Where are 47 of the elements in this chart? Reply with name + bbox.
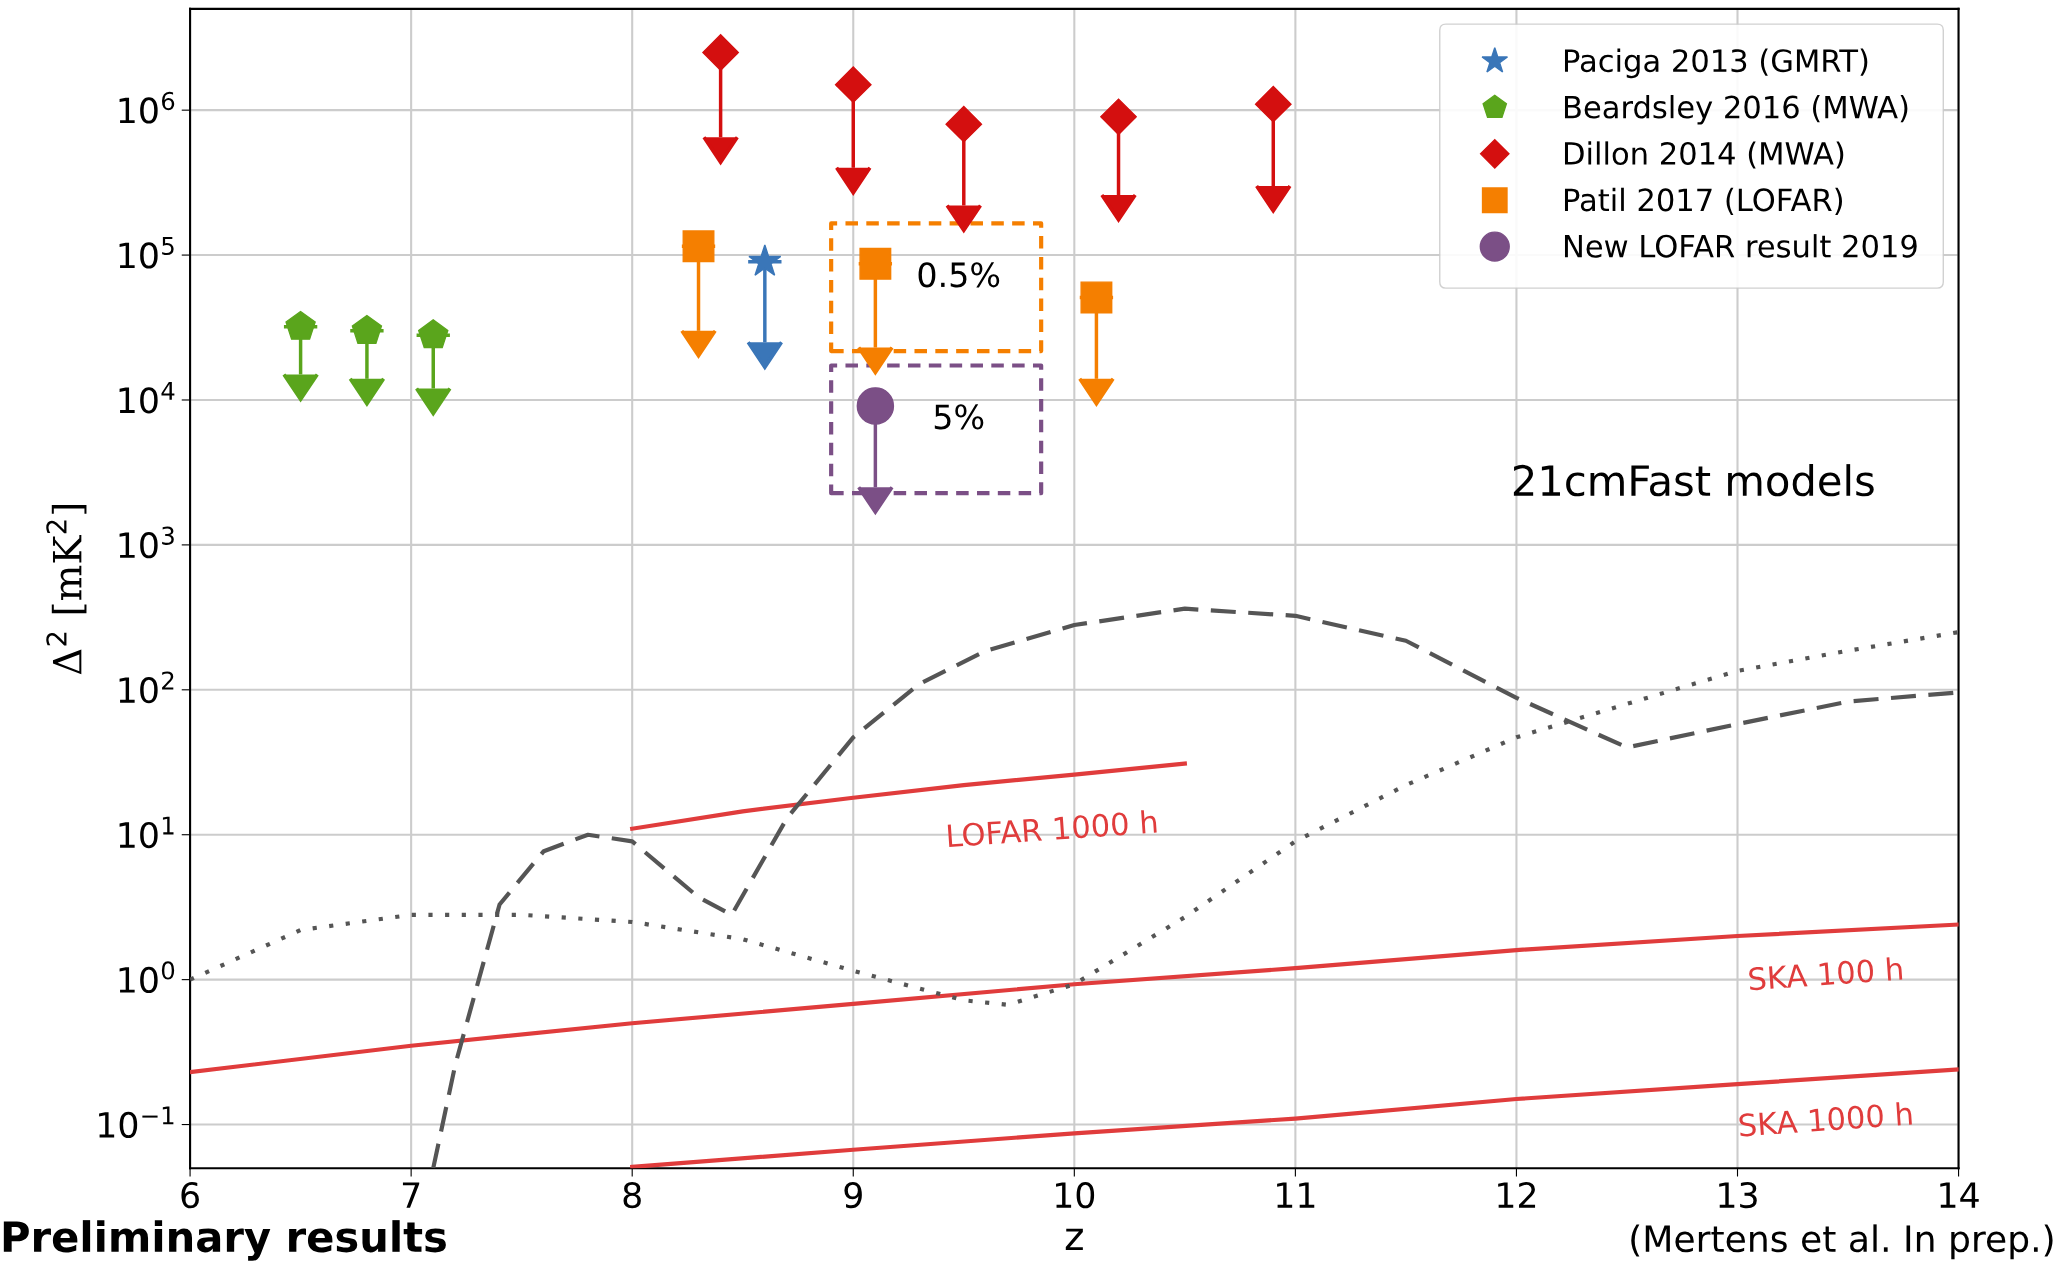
x-tick-label: 9 bbox=[844, 1181, 862, 1209]
x-tick-label: 13 bbox=[1719, 1181, 1757, 1209]
text: Preliminary results bbox=[3, 1220, 446, 1261]
y-tick-label: 10$^{3}$ bbox=[119, 526, 174, 559]
x-tick-label: 8 bbox=[623, 1181, 641, 1209]
annotation: SKA 100 h bbox=[1748, 956, 1903, 991]
annotation: LOFAR 1000 h bbox=[947, 809, 1157, 848]
point bbox=[859, 247, 892, 280]
legend-label: Paciga 2013 (GMRT) bbox=[1564, 48, 1868, 79]
point bbox=[1080, 281, 1113, 314]
point bbox=[856, 387, 895, 425]
y-tick-label: 10$^{1}$ bbox=[119, 816, 174, 849]
point bbox=[285, 310, 316, 340]
point bbox=[351, 314, 383, 344]
annotation: SKA 1000 h bbox=[1738, 1101, 1912, 1137]
x-tick-label: 12 bbox=[1498, 1181, 1536, 1208]
text: (Mertens et al. In prep.) bbox=[1631, 1224, 2053, 1260]
point bbox=[748, 244, 782, 276]
point bbox=[702, 34, 739, 71]
point bbox=[1100, 98, 1137, 136]
y-tick-label: 10$^{−1}$ bbox=[99, 1106, 174, 1138]
point bbox=[834, 66, 872, 104]
x-tick-label: 11 bbox=[1277, 1182, 1315, 1208]
line-series bbox=[630, 1067, 1959, 1169]
y-tick-label: 10$^{2}$ bbox=[119, 671, 174, 704]
y-tick-label: 10$^{6}$ bbox=[119, 91, 175, 124]
line-series bbox=[190, 922, 1959, 1075]
x-tick-label: 7 bbox=[402, 1182, 420, 1208]
legend-label: Beardsley 2016 (MWA) bbox=[1564, 94, 1908, 125]
x-axis-title: z bbox=[1065, 1228, 1083, 1251]
y-axis-title: Δ$^{2}$ [mK$^{2}$] bbox=[46, 504, 87, 675]
annotation: 21cmFast models bbox=[1513, 464, 1874, 497]
x-tick-label: 14 bbox=[1940, 1182, 1979, 1208]
legend-label: Dillon 2014 (MWA) bbox=[1564, 141, 1844, 169]
y-tick-label: 10$^{5}$ bbox=[119, 237, 174, 269]
point bbox=[945, 105, 983, 143]
legend-label: New LOFAR result 2019 bbox=[1564, 234, 1917, 258]
annotation: 0.5% bbox=[918, 262, 1000, 288]
x-tick-label: 6 bbox=[181, 1181, 199, 1209]
point bbox=[1254, 85, 1292, 123]
legend-label: Patil 2017 (LOFAR) bbox=[1564, 187, 1843, 215]
point bbox=[682, 230, 715, 263]
y-tick-label: 10$^{0}$ bbox=[119, 961, 175, 994]
annotation: 5% bbox=[934, 404, 984, 430]
point bbox=[418, 319, 449, 349]
x-tick-label: 10 bbox=[1056, 1181, 1095, 1209]
y-tick-label: 10$^{4}$ bbox=[119, 381, 175, 414]
